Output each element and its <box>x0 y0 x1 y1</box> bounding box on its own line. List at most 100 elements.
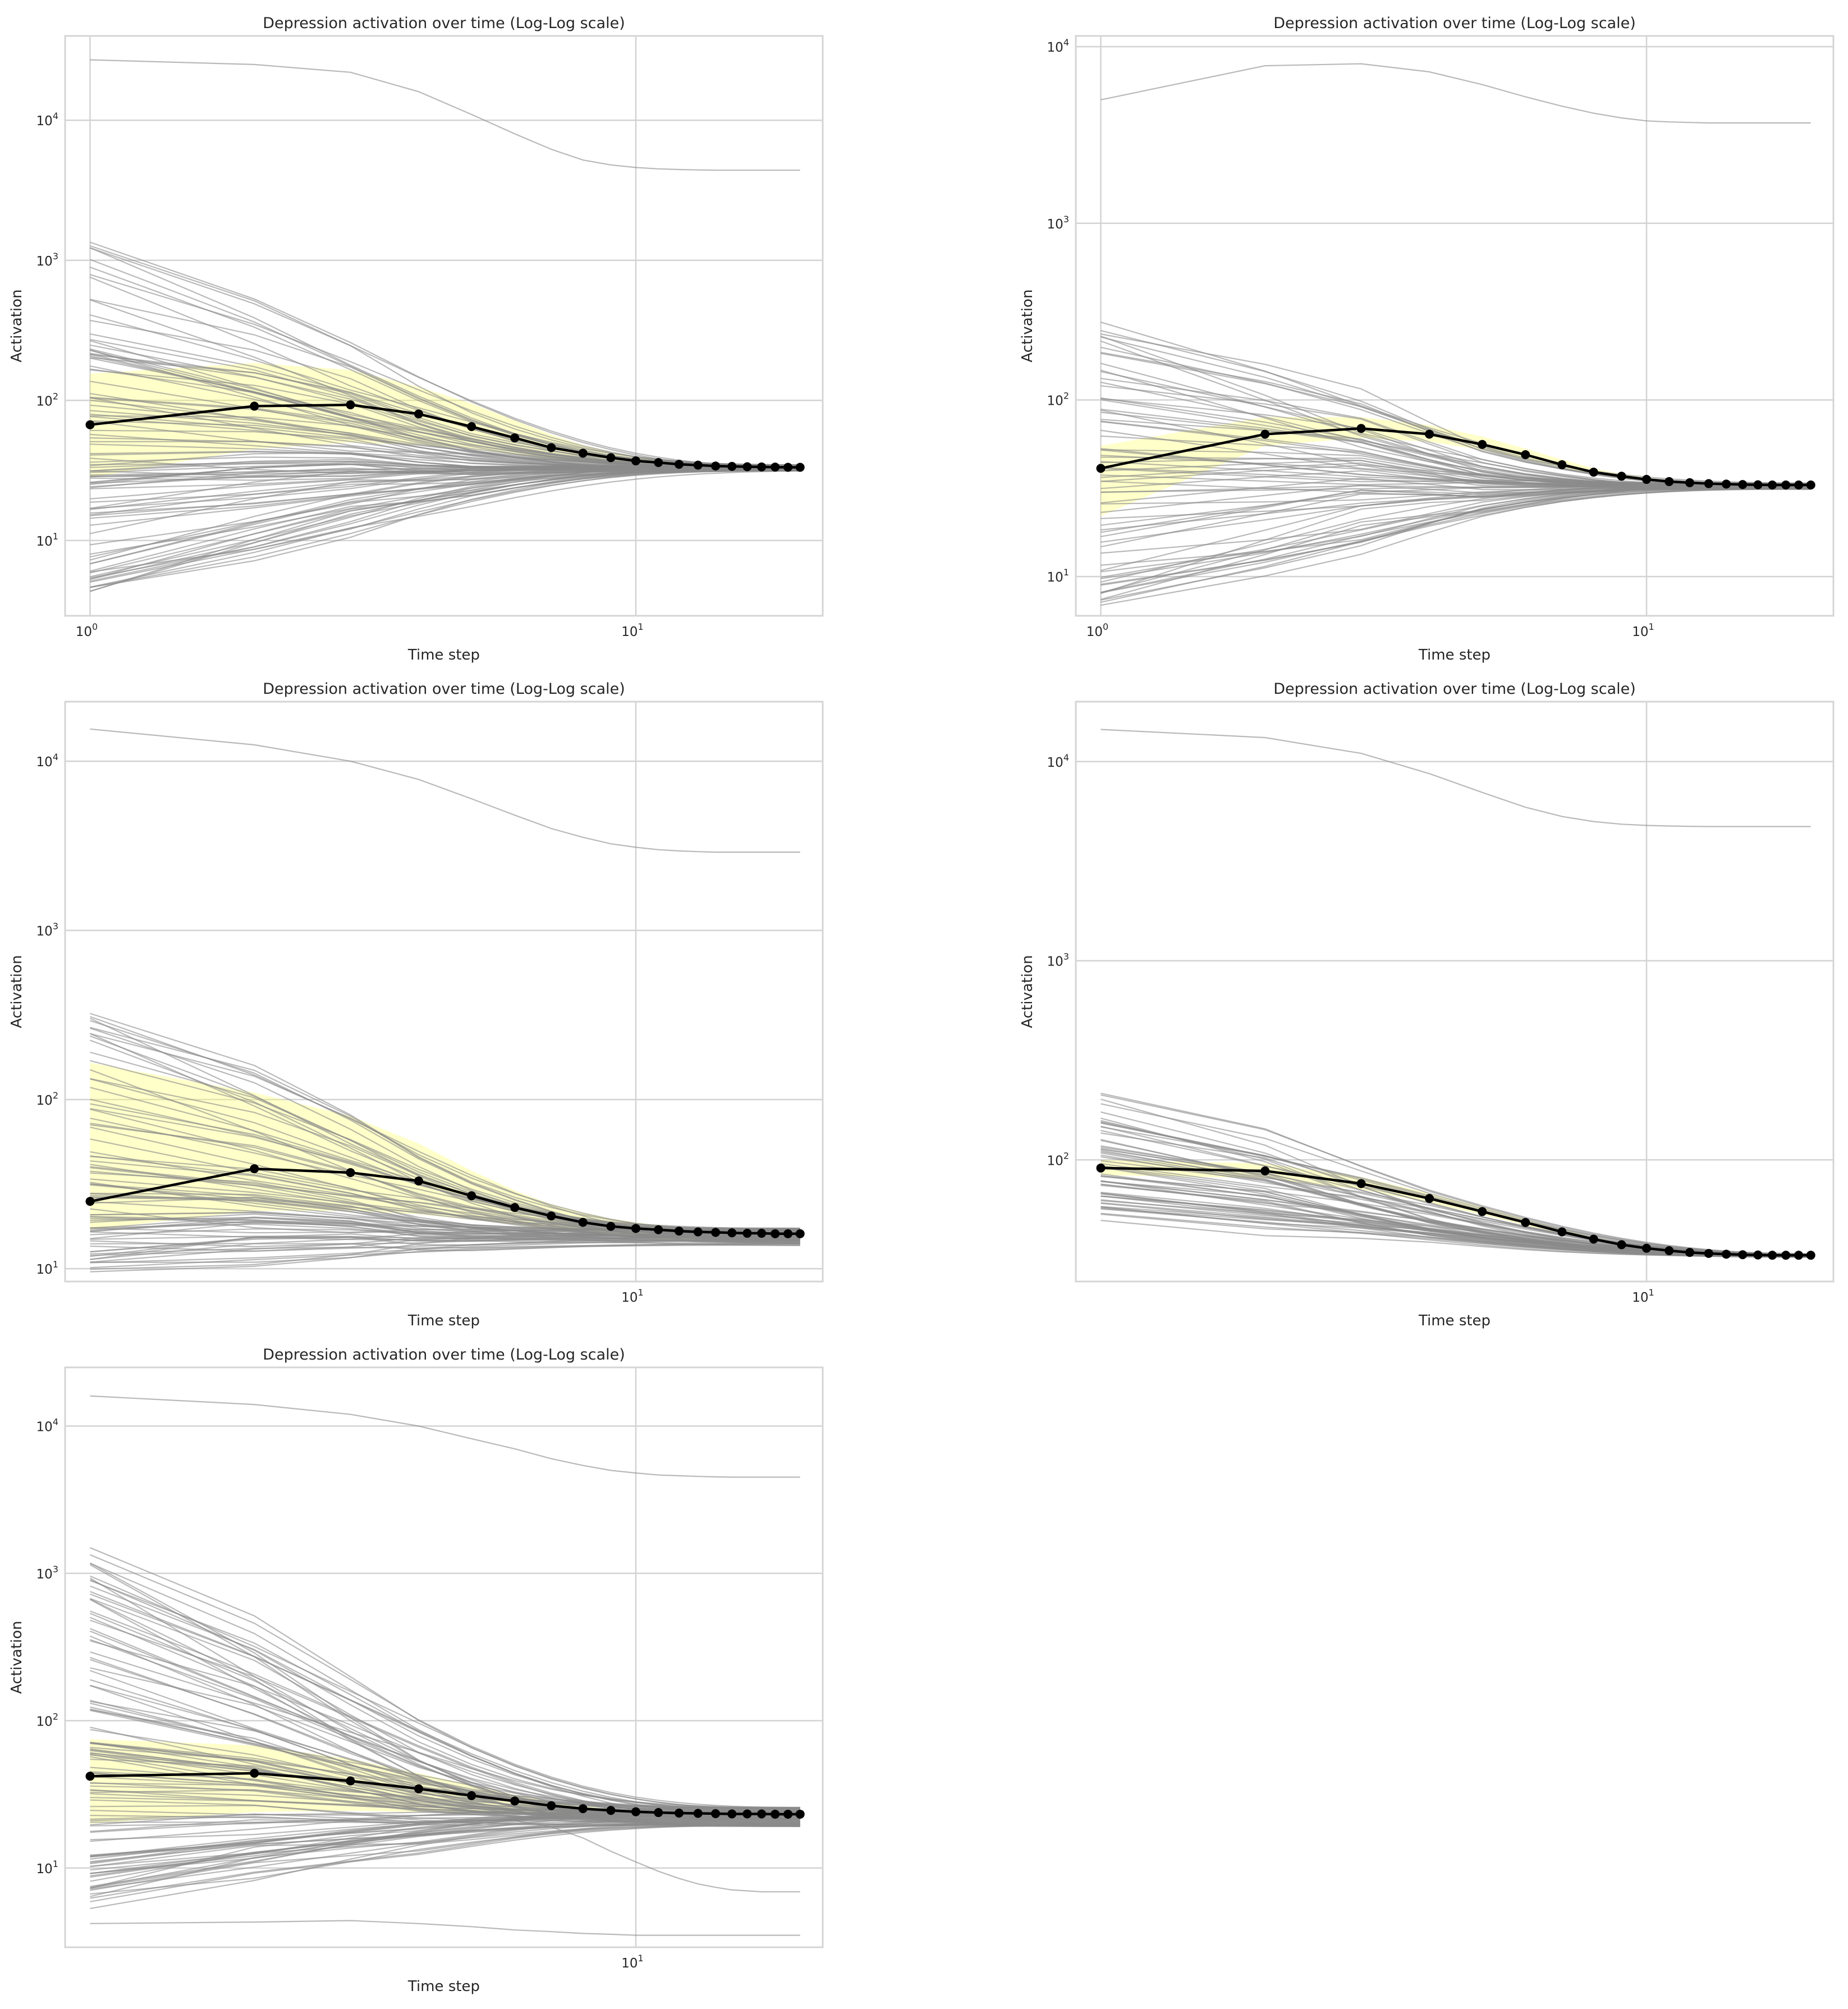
mean-point <box>1521 450 1530 459</box>
mean-point <box>711 461 721 471</box>
mean-point <box>693 1227 703 1237</box>
mean-point <box>631 1224 640 1233</box>
chart-panel-2: 101 102 103 104 100 101 Depression activation … <box>1019 15 1835 663</box>
mean-point <box>674 1809 684 1818</box>
mean-point <box>757 462 767 472</box>
mean-point <box>1806 1251 1815 1260</box>
mean-point <box>606 1806 616 1815</box>
mean-point <box>771 463 780 472</box>
mean-point <box>674 460 684 469</box>
mean-point <box>1685 1248 1694 1257</box>
mean-point <box>654 1808 663 1818</box>
sample-trajectory <box>90 470 800 583</box>
mean-point <box>1722 479 1731 489</box>
confidence-band <box>1100 1160 1811 1256</box>
outlier-trajectory <box>1100 63 1811 124</box>
mean-point <box>711 1809 721 1818</box>
axes-frame <box>1075 701 1835 1283</box>
outlier-trajectory <box>90 1820 800 1893</box>
mean-point <box>1781 1251 1791 1260</box>
mean-point <box>85 1772 95 1781</box>
confidence-band <box>1100 417 1811 516</box>
mean-point <box>1589 1234 1598 1244</box>
mean-point <box>346 1776 355 1786</box>
mean-point <box>771 1229 780 1238</box>
sample-trajectory <box>90 1138 800 1242</box>
y-tick-label: 104 <box>36 752 58 770</box>
mean-point <box>547 1211 556 1221</box>
mean-point <box>250 1768 259 1778</box>
axes-frame <box>64 701 824 1283</box>
sample-trajectory <box>1100 487 1811 606</box>
chart-title: Depression activation over time (Log-Log… <box>263 1346 625 1363</box>
mean-point <box>1356 1179 1366 1188</box>
mean-point <box>1738 480 1748 489</box>
mean-point <box>1589 468 1598 477</box>
sample-trajectory <box>90 1213 800 1241</box>
mean-point <box>547 1801 556 1810</box>
mean-point <box>1753 1250 1763 1260</box>
mean-point <box>1704 479 1713 488</box>
chart-panel-1: 101 102 103 104 100 101 Depression activation … <box>8 15 824 663</box>
mean-point <box>1664 1246 1674 1256</box>
mean-point <box>1260 429 1270 439</box>
mean-point <box>1641 1243 1651 1253</box>
outlier-trajectory <box>1100 729 1811 827</box>
mean-point <box>757 1809 767 1819</box>
x-axis-label: Time step <box>1418 647 1491 663</box>
y-axis-label: Activation <box>1019 289 1036 362</box>
y-tick-label: 101 <box>36 531 58 549</box>
mean-point <box>1096 1163 1106 1173</box>
sample-trajectory <box>90 1824 800 1877</box>
y-axis-label: Activation <box>8 289 25 362</box>
mean-point <box>674 1227 684 1236</box>
mean-point <box>1260 1166 1270 1175</box>
y-axis-label: Activation <box>8 1621 25 1694</box>
y-tick-label: 102 <box>36 1090 58 1108</box>
sample-trajectory <box>90 1805 800 1823</box>
mean-point <box>1794 1251 1804 1260</box>
sample-trajectory <box>90 1554 800 1809</box>
mean-point <box>795 1809 805 1819</box>
y-tick-label: 104 <box>1047 37 1069 55</box>
plot-area <box>85 59 805 592</box>
sample-trajectory <box>1100 488 1811 603</box>
mean-point <box>1096 464 1106 473</box>
sample-trajectory <box>90 1807 800 1842</box>
sample-trajectory <box>89 1599 800 1819</box>
mean-point <box>783 463 793 472</box>
mean-point <box>1617 472 1626 481</box>
sample-trajectory <box>90 1793 800 1819</box>
mean-point <box>510 433 520 443</box>
mean-point <box>1356 424 1366 433</box>
y-tick-label: 101 <box>36 1259 58 1277</box>
mean-point <box>1753 480 1763 489</box>
mean-point <box>414 1784 424 1793</box>
y-tick-label: 103 <box>36 921 58 939</box>
mean-point <box>606 453 616 463</box>
mean-point <box>1685 478 1694 487</box>
mean-point <box>654 458 663 468</box>
x-tick-label: 100 <box>76 621 98 639</box>
mean-point <box>414 409 424 419</box>
mean-point <box>1722 1250 1731 1259</box>
plot-area <box>85 1395 805 1936</box>
mean-point <box>1781 480 1791 490</box>
x-tick-label: 101 <box>621 1953 643 1971</box>
chart-title: Depression activation over time (Log-Log… <box>263 680 625 698</box>
x-axis-label: Time step <box>407 1312 480 1329</box>
mean-point <box>783 1229 793 1238</box>
sample-trajectory <box>90 1809 800 1897</box>
mean-point <box>1704 1248 1713 1258</box>
y-tick-label: 102 <box>36 391 58 409</box>
chart-title: Depression activation over time (Log-Log… <box>1273 680 1636 698</box>
outlier-trajectory <box>90 728 800 853</box>
mean-point <box>250 401 259 411</box>
chart-panel-4: 102 103 104 101 Depression activation over t… <box>1019 680 1835 1329</box>
mean-point <box>742 1229 752 1238</box>
mean-point <box>414 1176 424 1186</box>
mean-point <box>742 462 752 472</box>
axes-frame <box>64 35 824 617</box>
x-tick-label: 101 <box>1632 1287 1654 1305</box>
